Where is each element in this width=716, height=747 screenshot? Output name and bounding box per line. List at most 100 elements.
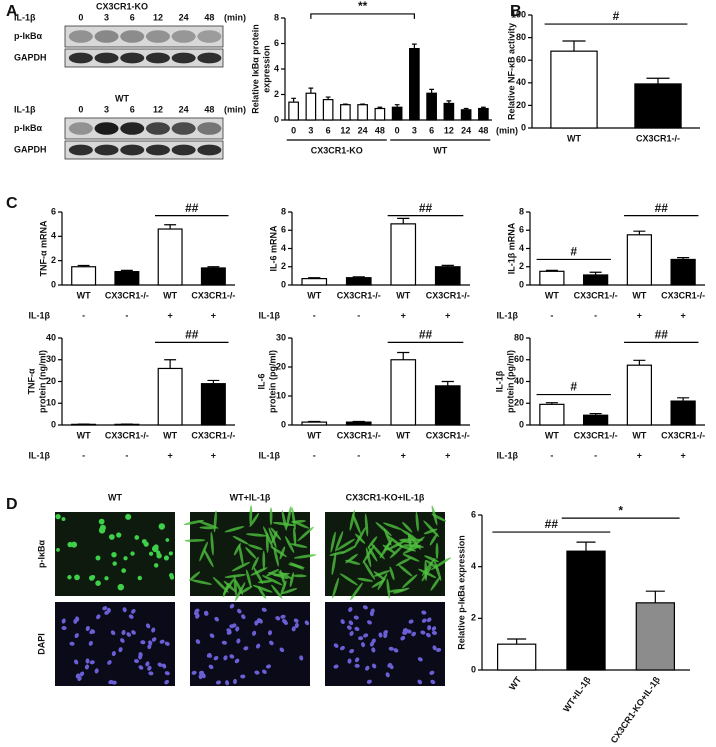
x-tick-label: WT: [567, 133, 581, 143]
cell: [386, 539, 407, 551]
micrograph-row-label: p-IκBα: [36, 540, 46, 569]
x-tick-label: CX3CR1-/-: [661, 430, 705, 440]
nucleus: [420, 630, 426, 635]
bar: [200, 383, 226, 426]
y-tick-label: 0: [281, 419, 286, 429]
x-tick-label: WT: [545, 290, 559, 300]
nucleus: [75, 616, 80, 622]
error-bar: [446, 100, 452, 104]
nucleus: [126, 632, 132, 637]
blot-time: 12: [153, 12, 163, 22]
nucleus: [194, 608, 200, 613]
cell: [395, 557, 412, 566]
cell: [248, 544, 263, 550]
bar: [426, 92, 437, 121]
y-tick-label: 40: [516, 77, 526, 87]
bar: [478, 107, 489, 121]
nucleus: [291, 626, 296, 632]
nucleus: [387, 662, 392, 668]
nucleus: [107, 660, 112, 665]
cell: [67, 575, 72, 580]
nucleus: [235, 626, 240, 632]
y-tick-label: 4: [471, 561, 476, 571]
y-tick-label: 2: [519, 261, 524, 271]
cell: [258, 580, 273, 584]
treatment-mark: -: [82, 310, 85, 320]
nucleus: [371, 647, 376, 653]
treatment-mark: -: [357, 310, 360, 320]
y-tick-label: 60: [514, 354, 524, 364]
cell: [74, 574, 80, 581]
y-tick-label: 6: [274, 38, 279, 48]
x-tick-label: CX3CR1-/-: [574, 290, 618, 300]
blot-band: [94, 30, 119, 43]
group-label: WT: [433, 145, 447, 155]
cell: [265, 532, 269, 553]
nucleus: [269, 640, 274, 646]
cell: [232, 535, 249, 545]
cell: [158, 523, 166, 530]
y-axis-label: TNF-α: [26, 368, 36, 394]
nucleus: [96, 614, 101, 620]
cell: [251, 556, 259, 571]
cell: [402, 553, 420, 562]
cell: [281, 588, 298, 594]
y-tick-label: 10: [276, 390, 286, 400]
y-tick-label: 20: [516, 100, 526, 110]
treatment-label: IL-1β: [497, 310, 519, 320]
nucleus: [430, 679, 436, 685]
bar: [539, 270, 565, 286]
nucleus: [77, 676, 82, 682]
bar: [200, 267, 226, 286]
nucleus: [421, 610, 427, 615]
cell: [233, 542, 241, 556]
nucleus: [293, 618, 299, 623]
nucleus: [252, 630, 257, 636]
micrograph-title: CX3CR1-KO+IL-1β: [346, 492, 425, 502]
error-bar: [441, 380, 454, 386]
nucleus: [164, 671, 170, 676]
cell: [430, 576, 441, 591]
micrograph: [190, 602, 310, 686]
y-tick-label: 0: [51, 419, 56, 429]
treatment-mark: +: [167, 450, 172, 460]
bar: [582, 414, 609, 426]
blot-band: [197, 30, 222, 43]
cell: [56, 547, 60, 552]
y-axis-label: Relative NF-κB activity: [506, 23, 516, 120]
treatment-mark: +: [211, 310, 216, 320]
cell: [387, 588, 405, 593]
y-tick-label: 8: [519, 206, 524, 216]
cell: [143, 541, 149, 547]
blot-band: [145, 144, 170, 156]
bar: [157, 367, 183, 426]
cell: [377, 573, 388, 591]
cell: [203, 549, 214, 568]
y-tick-label: 2: [471, 613, 476, 623]
nucleus: [365, 665, 370, 671]
cell: [389, 545, 403, 559]
x-tick-label: WT: [307, 290, 321, 300]
treatment-mark: -: [550, 450, 553, 460]
error-bar: [308, 87, 314, 94]
y-tick-label: 4: [281, 243, 286, 253]
cell: [341, 545, 357, 555]
cell: [250, 567, 268, 576]
nucleus: [275, 616, 281, 621]
significance-label: ##: [419, 201, 433, 215]
y-tick-label: 6: [471, 509, 476, 519]
cell: [345, 553, 358, 564]
cell: [249, 505, 253, 526]
y-tick-label: 6: [51, 206, 56, 216]
cell: [401, 574, 418, 589]
cell: [330, 531, 336, 553]
cell: [116, 532, 122, 538]
bar: [443, 102, 455, 121]
nucleus: [348, 620, 354, 626]
x-tick-label: 6: [429, 125, 434, 135]
treatment-mark: +: [637, 310, 642, 320]
nucleus: [226, 630, 232, 635]
cell: [148, 551, 154, 556]
blot-unit: (min): [224, 104, 246, 114]
